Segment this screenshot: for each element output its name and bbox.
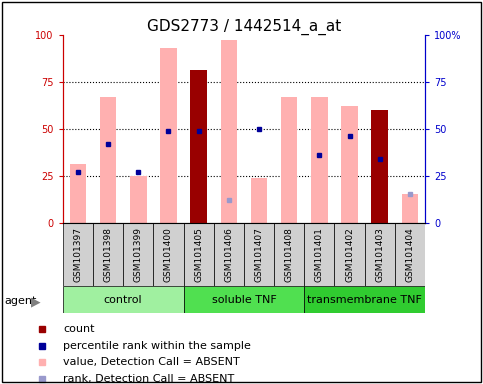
Bar	[63, 223, 93, 286]
Text: soluble TNF: soluble TNF	[212, 295, 276, 305]
Text: percentile rank within the sample: percentile rank within the sample	[63, 341, 251, 351]
Bar	[221, 40, 237, 223]
Bar	[123, 223, 154, 286]
Text: rank, Detection Call = ABSENT: rank, Detection Call = ABSENT	[63, 374, 235, 384]
Bar	[274, 223, 304, 286]
Text: GSM101398: GSM101398	[103, 227, 113, 282]
Text: count: count	[63, 324, 95, 334]
Bar	[70, 164, 86, 223]
Bar	[244, 223, 274, 286]
Text: control: control	[104, 295, 142, 305]
Bar	[371, 110, 388, 223]
Text: GSM101406: GSM101406	[224, 227, 233, 282]
Bar	[184, 223, 213, 286]
Text: transmembrane TNF: transmembrane TNF	[307, 295, 422, 305]
Text: GSM101408: GSM101408	[284, 227, 294, 282]
Bar	[130, 176, 146, 223]
Text: GSM101402: GSM101402	[345, 227, 354, 282]
Text: GSM101405: GSM101405	[194, 227, 203, 282]
Text: GSM101400: GSM101400	[164, 227, 173, 282]
Bar	[371, 202, 388, 223]
Text: GSM101401: GSM101401	[315, 227, 324, 282]
Text: GSM101397: GSM101397	[73, 227, 83, 282]
Bar	[190, 206, 207, 223]
Bar	[304, 286, 425, 313]
Bar	[100, 97, 116, 223]
Bar	[213, 223, 244, 286]
Text: GSM101404: GSM101404	[405, 227, 414, 282]
Bar	[190, 70, 207, 223]
Bar	[365, 223, 395, 286]
Bar	[334, 223, 365, 286]
Text: ▶: ▶	[31, 295, 41, 308]
Bar	[395, 223, 425, 286]
Bar	[160, 48, 177, 223]
Text: value, Detection Call = ABSENT: value, Detection Call = ABSENT	[63, 358, 240, 367]
Bar	[281, 97, 298, 223]
Title: GDS2773 / 1442514_a_at: GDS2773 / 1442514_a_at	[147, 18, 341, 35]
Bar	[184, 286, 304, 313]
Text: agent: agent	[5, 296, 37, 306]
Bar	[63, 286, 184, 313]
Text: GSM101399: GSM101399	[134, 227, 143, 282]
Bar	[402, 195, 418, 223]
Bar	[251, 177, 267, 223]
Bar	[341, 106, 358, 223]
Text: GSM101407: GSM101407	[255, 227, 264, 282]
Bar	[93, 223, 123, 286]
Bar	[154, 223, 184, 286]
Bar	[311, 97, 327, 223]
Bar	[304, 223, 334, 286]
Text: GSM101403: GSM101403	[375, 227, 384, 282]
